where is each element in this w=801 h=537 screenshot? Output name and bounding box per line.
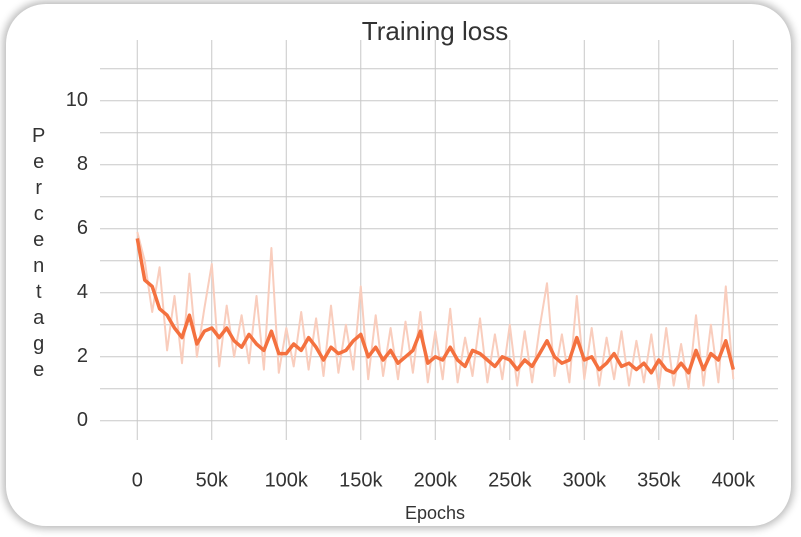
y-tick-label: 10 (66, 89, 88, 111)
y-axis-label: Percentage (28, 125, 50, 385)
y-tick-label: 2 (77, 345, 88, 367)
x-tick-label: 150k (339, 469, 383, 491)
x-tick-label: 50k (196, 469, 229, 491)
x-tick-label: 300k (563, 469, 607, 491)
x-tick-label: 100k (265, 469, 309, 491)
x-tick-label: 200k (414, 469, 458, 491)
x-tick-label: 350k (637, 469, 681, 491)
y-tick-label: 6 (77, 217, 88, 239)
series-line (135, 238, 735, 375)
x-axis-label: Epochs (405, 503, 465, 523)
x-tick-label: 250k (488, 469, 532, 491)
x-tick-label: 0 (132, 469, 143, 491)
y-tick-label: 8 (77, 153, 88, 175)
y-tick-label: 0 (77, 409, 88, 431)
y-tick-label: 4 (77, 281, 88, 303)
x-tick-label: 400k (712, 469, 756, 491)
